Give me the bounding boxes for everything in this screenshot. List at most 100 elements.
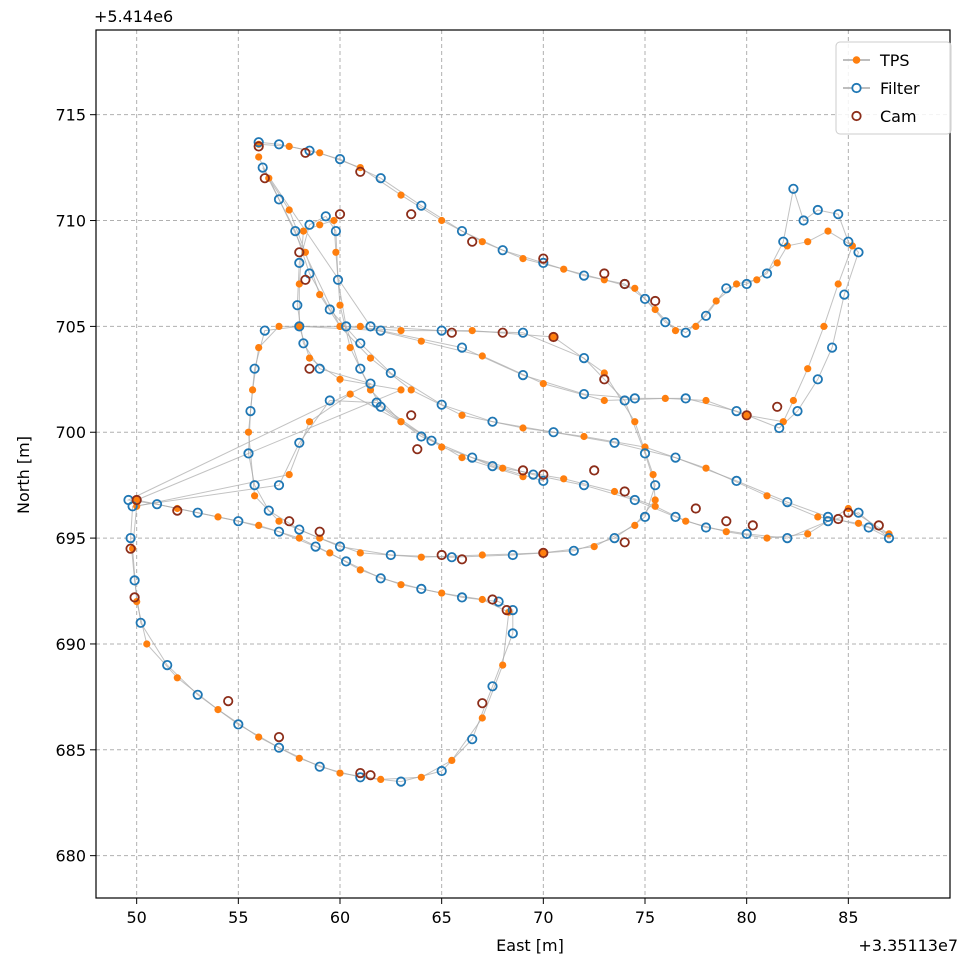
x-tick-label: 55	[228, 908, 248, 927]
point-filter	[487, 416, 498, 427]
point-cam	[365, 770, 376, 781]
point-filter	[385, 549, 396, 561]
point-filter	[259, 325, 270, 336]
point-tps	[305, 354, 314, 362]
point-cam	[497, 327, 508, 338]
point-cam	[294, 247, 305, 258]
point-filter	[700, 522, 712, 533]
x-tick-label: 80	[736, 908, 756, 927]
point-tps	[651, 502, 659, 510]
series-line-layer	[126, 141, 890, 783]
point-filter	[578, 388, 590, 400]
legend: TPS Filter Cam	[835, 41, 952, 135]
point-cam	[501, 604, 512, 616]
point-filter	[822, 511, 834, 523]
point-cam	[300, 147, 311, 158]
x-tick-label: 85	[838, 908, 858, 927]
point-tps	[478, 714, 486, 722]
point-tps	[671, 327, 680, 335]
point-filter	[609, 437, 620, 448]
point-tps	[285, 142, 293, 150]
point-tps	[356, 549, 364, 557]
point-filter	[446, 552, 457, 563]
point-tps	[417, 553, 425, 561]
point-tps	[397, 191, 405, 199]
point-tps	[346, 344, 354, 352]
legend-box	[835, 41, 952, 135]
point-filter	[487, 460, 498, 472]
point-filter	[798, 215, 809, 226]
point-cam	[873, 520, 884, 531]
point-filter	[619, 395, 630, 406]
point-filter	[340, 321, 352, 332]
point-filter	[609, 532, 620, 544]
point-tps	[397, 327, 405, 335]
point-filter	[578, 270, 590, 281]
point-tps	[336, 375, 344, 383]
point-filter	[456, 342, 468, 353]
point-filter	[436, 325, 447, 336]
series-line-filter	[126, 141, 890, 783]
point-cam	[619, 486, 630, 497]
point-filter	[629, 494, 640, 506]
point-filter	[853, 507, 864, 518]
point-filter	[253, 137, 264, 148]
point-tps	[249, 386, 257, 394]
point-cam	[355, 767, 366, 779]
point-tps	[255, 733, 263, 741]
point-filter	[883, 532, 895, 544]
point-filter	[639, 511, 651, 523]
point-tps	[397, 418, 405, 426]
point-filter	[741, 528, 752, 540]
point-filter	[162, 659, 173, 671]
point-filter	[290, 226, 301, 237]
point-filter	[330, 226, 341, 237]
y-offset-label: +5.414e6	[94, 7, 173, 26]
point-cam	[259, 173, 270, 184]
point-tps	[438, 216, 446, 225]
point-filter	[792, 405, 803, 417]
point-tps	[438, 443, 446, 451]
point-tps	[356, 566, 364, 574]
point-filter	[294, 321, 305, 332]
point-tps	[763, 534, 771, 542]
point-tps	[478, 352, 486, 360]
point-filter	[456, 226, 468, 237]
point-filter	[782, 532, 793, 544]
x-tick-label: 70	[533, 908, 553, 927]
point-tps	[326, 549, 334, 557]
point-filter	[365, 378, 376, 389]
point-filter	[324, 304, 335, 315]
point-tps	[580, 432, 588, 441]
legend-tps-label: TPS	[879, 51, 910, 70]
point-filter	[578, 480, 590, 491]
point-filter	[774, 422, 785, 434]
point-cam	[355, 166, 366, 177]
point-filter	[365, 321, 376, 332]
legend-entry-cam: Cam	[851, 107, 917, 126]
point-cam	[599, 268, 610, 279]
point-tps	[377, 775, 385, 784]
point-tps	[773, 259, 781, 267]
point-filter	[721, 283, 732, 294]
y-tick-label: 695	[55, 529, 86, 548]
point-cam	[843, 507, 854, 518]
point-filter	[778, 236, 789, 247]
point-filter	[273, 194, 285, 205]
point-cam	[253, 141, 264, 152]
point-cam	[747, 520, 758, 531]
point-tps	[336, 769, 344, 777]
point-tps	[346, 390, 354, 398]
point-tps	[316, 221, 324, 229]
point-filter	[334, 541, 346, 552]
point-cam	[517, 465, 529, 476]
point-tps	[275, 322, 283, 330]
y-tick-label: 705	[55, 317, 86, 336]
point-cam	[467, 236, 478, 247]
point-filter	[314, 363, 325, 374]
point-cam	[589, 465, 600, 476]
point-cam	[436, 549, 447, 561]
point-cam	[284, 516, 295, 527]
point-filter	[294, 257, 305, 268]
point-cam	[314, 526, 325, 537]
